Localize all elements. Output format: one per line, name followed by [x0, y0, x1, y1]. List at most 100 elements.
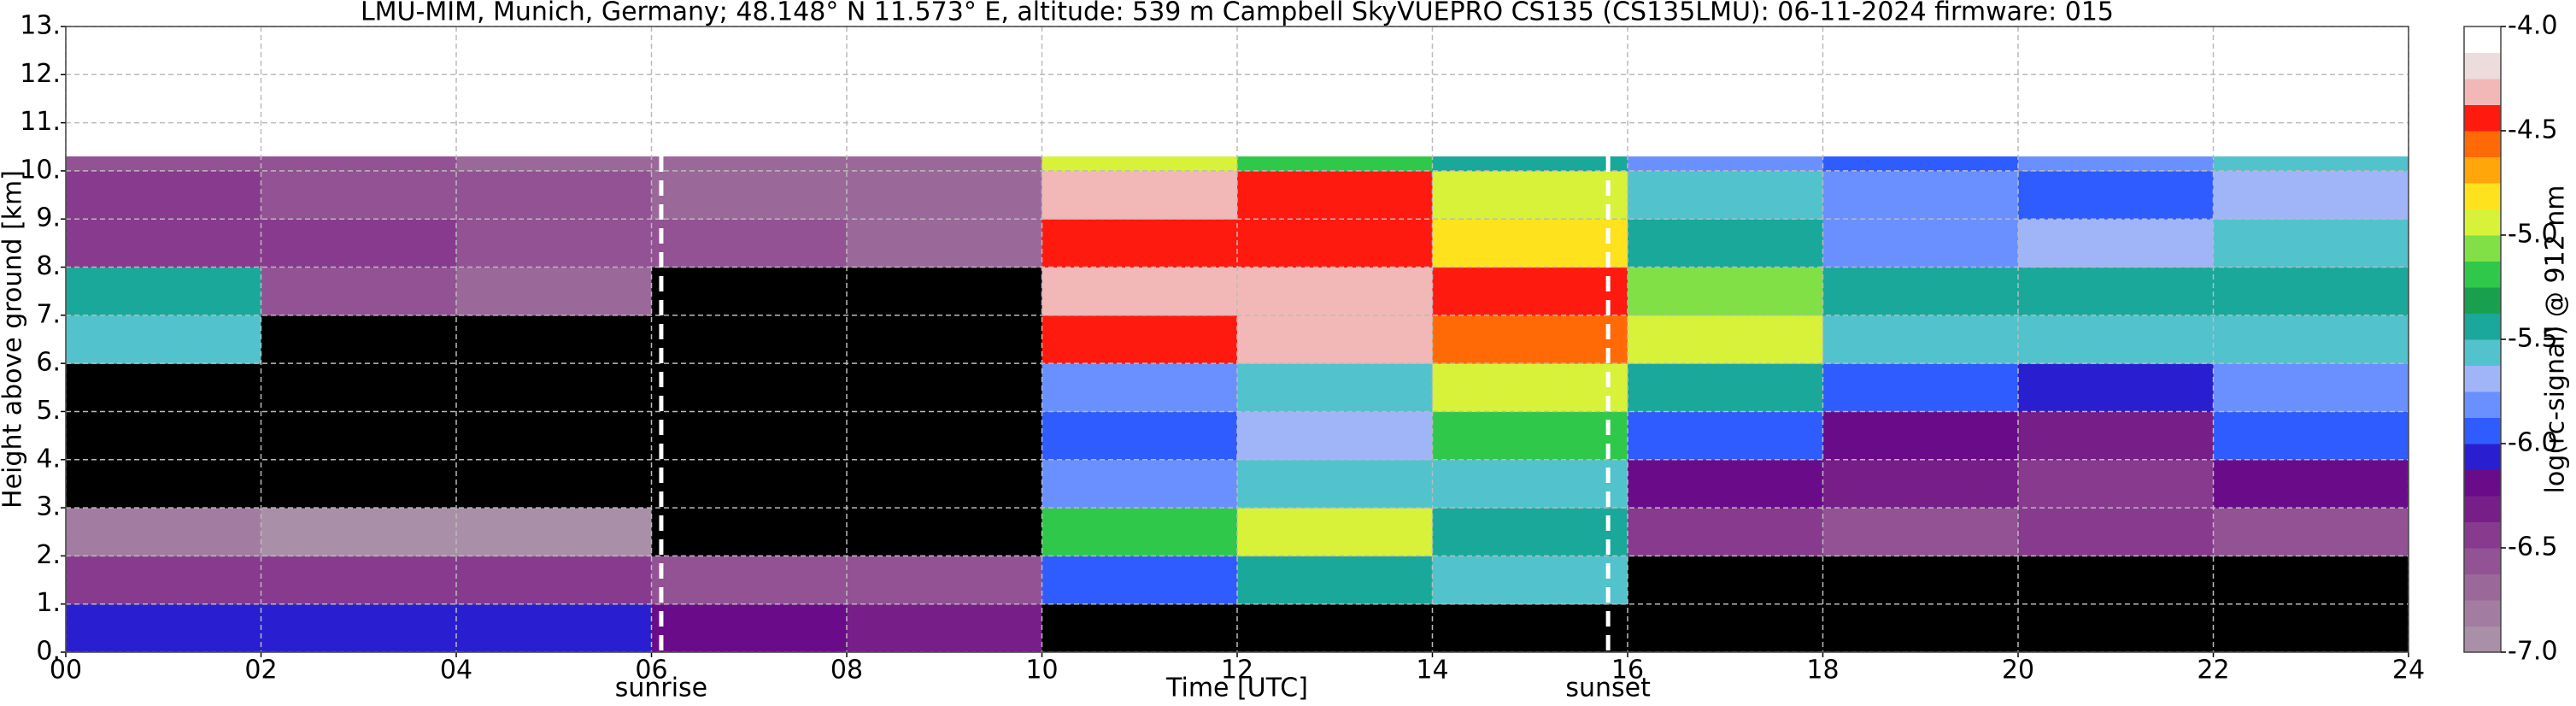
- colorbar-segment: [2464, 339, 2501, 366]
- heatmap-cell: [2213, 459, 2409, 509]
- heatmap-cell: [651, 603, 848, 653]
- heatmap-cell: [847, 267, 1042, 316]
- y-tick-label: 7.: [36, 299, 61, 329]
- heatmap-cell: [261, 363, 457, 412]
- heatmap-cell: [847, 156, 1042, 172]
- heatmap-cell: [1432, 603, 1628, 653]
- heatmap-cell: [2018, 170, 2214, 220]
- heatmap-cell: [2213, 411, 2409, 461]
- heatmap-cell: [1042, 508, 1238, 556]
- heatmap-cell: [651, 459, 848, 509]
- colorbar-tick-label: -7.0: [2508, 637, 2558, 667]
- x-tick-label: 22: [2197, 656, 2229, 685]
- colorbar-segment: [2464, 104, 2501, 132]
- heatmap-cell: [1628, 315, 1823, 364]
- heatmap-cell: [1237, 556, 1433, 605]
- heatmap-cell: [261, 556, 457, 605]
- heatmap-cell: [261, 411, 457, 461]
- heatmap-cell: [66, 411, 261, 461]
- heatmap-cell: [66, 315, 261, 364]
- colorbar-segment: [2464, 313, 2501, 340]
- heatmap-cell: [847, 363, 1042, 412]
- heatmap-cell: [2018, 603, 2214, 653]
- heatmap-cell: [2018, 508, 2214, 556]
- heatmap-cell: [456, 267, 652, 316]
- heatmap-cell: [847, 459, 1042, 509]
- heatmap-cell: [651, 219, 848, 268]
- heatmap-cell: [651, 363, 848, 412]
- heatmap-cell: [651, 411, 848, 461]
- heatmap-cell: [2213, 219, 2409, 268]
- heatmap-cell: [1822, 363, 2019, 412]
- colorbar-segment: [2464, 444, 2501, 470]
- heatmap-cell: [261, 459, 457, 509]
- heatmap-cell: [456, 363, 652, 412]
- colorbar-segment: [2464, 600, 2501, 627]
- x-tick-label: 06: [635, 656, 667, 685]
- heatmap-cell: [2018, 411, 2214, 461]
- heatmap-cell: [1432, 170, 1628, 220]
- x-tick-label: 16: [1611, 656, 1644, 685]
- chart-title: LMU-MIM, Munich, Germany; 48.148° N 11.5…: [361, 0, 2114, 27]
- heatmap-cell: [456, 315, 652, 364]
- heatmap-cell: [651, 508, 848, 556]
- heatmap-cell: [66, 363, 261, 412]
- heatmap-cell: [66, 556, 261, 605]
- x-tick-label: 04: [440, 656, 472, 685]
- heatmap-cell: [847, 170, 1042, 220]
- heatmap-cell: [456, 459, 652, 509]
- heatmap-cell: [1628, 219, 1823, 268]
- heatmap-cell: [1237, 411, 1433, 461]
- colorbar-segment: [2464, 417, 2501, 444]
- heatmap-cell: [1628, 556, 1823, 605]
- colorbar-segment: [2464, 548, 2501, 574]
- heatmap-cell: [651, 267, 848, 316]
- heatmap-cell: [2213, 156, 2409, 172]
- y-axis-label: Height above ground [km]: [0, 170, 28, 509]
- heatmap-cell: [1042, 363, 1238, 412]
- heatmap-cell: [2018, 459, 2214, 509]
- heatmap-cell: [456, 170, 652, 220]
- heatmap-cell: [2213, 603, 2409, 653]
- y-tick-label: 11.: [20, 107, 61, 137]
- heatmap-cell: [1432, 363, 1628, 412]
- heatmap-cell: [2018, 219, 2214, 268]
- heatmap-cell: [261, 267, 457, 316]
- y-tick-label: 6.: [36, 348, 61, 378]
- heatmap-cell: [1237, 508, 1433, 556]
- heatmap-cell: [1628, 363, 1823, 412]
- colorbar-tick-label: -5.0: [2508, 220, 2558, 250]
- colorbar-segment: [2464, 183, 2501, 209]
- colorbar-segment: [2464, 235, 2501, 262]
- y-tick-label: 2.: [36, 540, 61, 570]
- colorbar-segment: [2464, 209, 2501, 236]
- heatmap-cell: [1628, 411, 1823, 461]
- colorbar-tick-label: -6.5: [2508, 532, 2558, 562]
- y-tick-label: 13.: [20, 11, 61, 41]
- heatmap-cell: [66, 267, 261, 316]
- x-tick-label: 10: [1025, 656, 1058, 685]
- colorbar-segment: [2464, 79, 2501, 105]
- colorbar-segment: [2464, 626, 2501, 653]
- x-tick-label: 02: [244, 656, 277, 685]
- heatmap-cell: [1822, 156, 2019, 172]
- y-tick-label: 4.: [36, 444, 61, 474]
- heatmap-cell: [1822, 603, 2019, 653]
- x-tick-label: 08: [830, 656, 863, 685]
- colorbar-label: log(rc-signal) @ 912 nm: [2541, 185, 2571, 494]
- heatmap-cell: [1237, 219, 1433, 268]
- colorbar-segment: [2464, 26, 2501, 53]
- heatmap-cell: [847, 603, 1042, 653]
- heatmap-cell: [1432, 267, 1628, 316]
- heatmap-cell: [456, 411, 652, 461]
- colorbar-segment: [2464, 521, 2501, 549]
- heatmap-cell: [1042, 411, 1238, 461]
- colorbar-tick-label: -4.5: [2508, 115, 2558, 145]
- heatmap-cell: [456, 603, 652, 653]
- colorbar-segment: [2464, 52, 2501, 79]
- heatmap-cell: [651, 156, 848, 172]
- colorbar-segment: [2464, 261, 2501, 288]
- heatmap-cell: [1042, 459, 1238, 509]
- heatmap-cell: [66, 156, 261, 172]
- x-tick-label: 14: [1416, 656, 1448, 685]
